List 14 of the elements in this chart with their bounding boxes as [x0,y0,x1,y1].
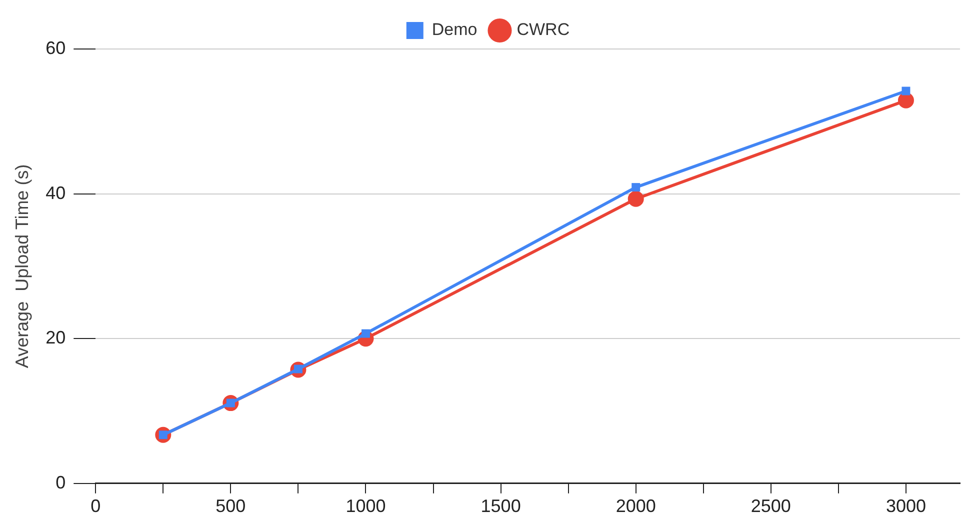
x-tick-label: 0 [90,496,101,516]
y-tick-label: 40 [46,182,66,203]
x-tick-label: 1500 [480,496,521,516]
y-axis-title: Average Upload Time (s) [12,164,32,368]
y-tick-label: 0 [56,472,66,492]
y-tick-label: 60 [46,38,66,58]
x-tick-label: 2000 [616,496,656,516]
y-tick-label: 20 [46,328,66,348]
x-tick-label: 1000 [346,496,386,516]
x-tick-label: 2500 [750,496,791,516]
legend-label: CWRC [516,20,570,40]
legend-label: Demo [432,20,478,40]
x-tick-label: 500 [216,496,246,516]
x-tick-label: 3000 [886,496,926,516]
